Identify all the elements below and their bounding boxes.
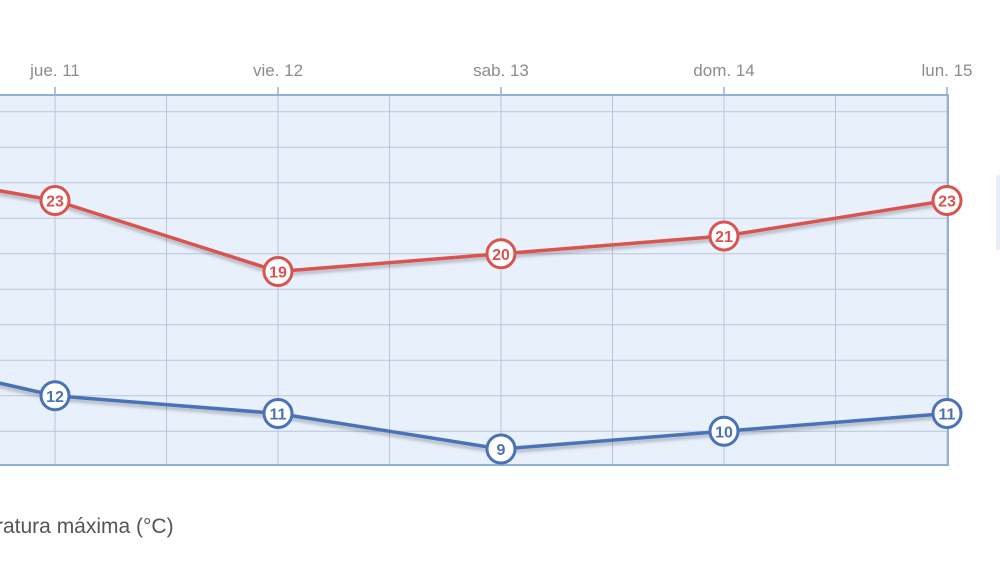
x-tick-label: dom. 14 [693,61,754,80]
data-point-marker [708,415,740,447]
data-label: 23 [46,194,64,211]
x-tick-label: sab. 13 [473,61,529,80]
x-tick-label: vie. 12 [253,61,303,80]
plot-background [0,95,948,465]
legend-label: ratura máxima (°C) [0,515,174,538]
data-point-marker [931,398,963,429]
x-tick-label: lun. 15 [921,61,972,80]
data-label: 21 [715,229,733,246]
data-label: 23 [938,194,956,211]
data-label: 9 [497,442,506,459]
data-label: 12 [46,389,64,406]
data-point-marker [262,398,294,429]
data-label: 19 [269,265,287,282]
data-label: 11 [270,407,287,424]
data-label: 11 [939,407,956,424]
side-panel-edge [996,175,1000,250]
data-point-marker [485,433,517,465]
data-point-marker [262,256,294,287]
data-point-marker [485,238,517,270]
data-point-marker [931,185,963,216]
data-label: 10 [715,424,733,441]
data-point-marker [39,185,71,216]
plot-border [0,94,949,466]
data-point-marker [708,220,740,252]
x-tick-label: jue. 11 [29,61,80,80]
data-label: 20 [492,247,510,264]
data-point-marker [39,380,71,412]
